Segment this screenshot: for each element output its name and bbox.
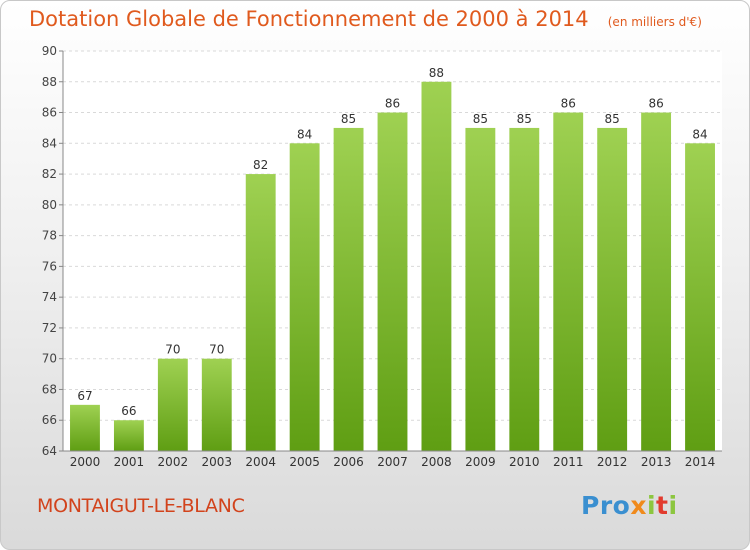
data-label: 82 (253, 158, 268, 172)
x-tick-label: 2004 (245, 455, 276, 469)
y-tick-label: 80 (42, 198, 57, 212)
data-label: 85 (517, 112, 532, 126)
logo-part: Pro (581, 491, 631, 520)
data-label: 88 (429, 66, 444, 80)
logo-part: i (646, 491, 657, 520)
x-tick-label: 2005 (289, 455, 320, 469)
bar (245, 174, 276, 452)
bar (377, 112, 408, 452)
x-tick-label: 2008 (421, 455, 452, 469)
chart-title: Dotation Globale de Fonctionnement de 20… (29, 7, 589, 31)
unit-note: (en milliers d'€) (607, 15, 702, 29)
y-tick-label: 82 (42, 167, 57, 181)
bar (201, 358, 232, 451)
y-tick-label: 90 (42, 44, 57, 58)
bar (289, 143, 320, 452)
logo-part: t (656, 491, 669, 520)
x-tick-label: 2003 (201, 455, 232, 469)
bar (113, 420, 144, 451)
proxiti-logo: Proxiti (581, 491, 678, 520)
bar (70, 404, 100, 451)
y-tick-label: 68 (42, 382, 57, 396)
y-axis: 64 66 68 70 72 74 76 78 80 82 84 86 88 90 (42, 44, 64, 458)
x-tick-label: 2007 (377, 455, 408, 469)
y-tick-label: 88 (42, 75, 57, 89)
data-label: 86 (648, 97, 663, 111)
bar (509, 127, 540, 451)
y-tick-label: 64 (42, 444, 57, 458)
data-label: 85 (341, 112, 356, 126)
x-tick-label: 2011 (553, 455, 584, 469)
data-label: 66 (121, 404, 136, 418)
data-label: 67 (77, 389, 92, 403)
bar (421, 81, 452, 452)
data-label: 85 (605, 112, 620, 126)
bar (465, 127, 496, 451)
data-label: 84 (692, 127, 707, 141)
x-tick-label: 2002 (158, 455, 189, 469)
bars-group (70, 81, 715, 452)
bar (685, 143, 715, 452)
bar (597, 127, 628, 451)
x-tick-label: 2012 (597, 455, 628, 469)
logo-part: x (630, 491, 647, 520)
data-label: 86 (561, 97, 576, 111)
x-tick-label: 2013 (641, 455, 672, 469)
bar (157, 358, 188, 451)
x-axis: 2000 2001 2002 2003 2004 2005 2006 2007 2008 2009… (63, 450, 722, 469)
data-label: 86 (385, 97, 400, 111)
y-tick-label: 84 (42, 136, 57, 150)
x-tick-label: 2014 (685, 455, 716, 469)
bar (553, 112, 584, 452)
y-tick-label: 72 (42, 321, 57, 335)
y-tick-label: 76 (42, 259, 57, 273)
bar (641, 112, 672, 452)
y-tick-label: 78 (42, 229, 57, 243)
data-label: 84 (297, 127, 312, 141)
y-tick-label: 66 (42, 413, 57, 427)
data-label: 70 (165, 343, 180, 357)
x-tick-label: 2001 (114, 455, 145, 469)
logo-part: i (668, 491, 678, 520)
x-tick-label: 2010 (509, 455, 540, 469)
town-name: MONTAIGUT-LE-BLANC (37, 495, 245, 517)
y-tick-label: 70 (42, 352, 57, 366)
y-tick-label: 86 (42, 106, 57, 120)
data-label: 85 (473, 112, 488, 126)
data-labels: 67 66 70 70 82 84 85 86 88 85 85 86 85 86 84 (77, 66, 707, 418)
title-row: Dotation Globale de Fonctionnement de 20… (29, 7, 702, 31)
x-tick-label: 2009 (465, 455, 496, 469)
data-label: 70 (209, 343, 224, 357)
x-tick-label: 2006 (333, 455, 364, 469)
bar (333, 127, 364, 451)
y-tick-label: 74 (42, 290, 57, 304)
x-tick-label: 2000 (70, 455, 101, 469)
